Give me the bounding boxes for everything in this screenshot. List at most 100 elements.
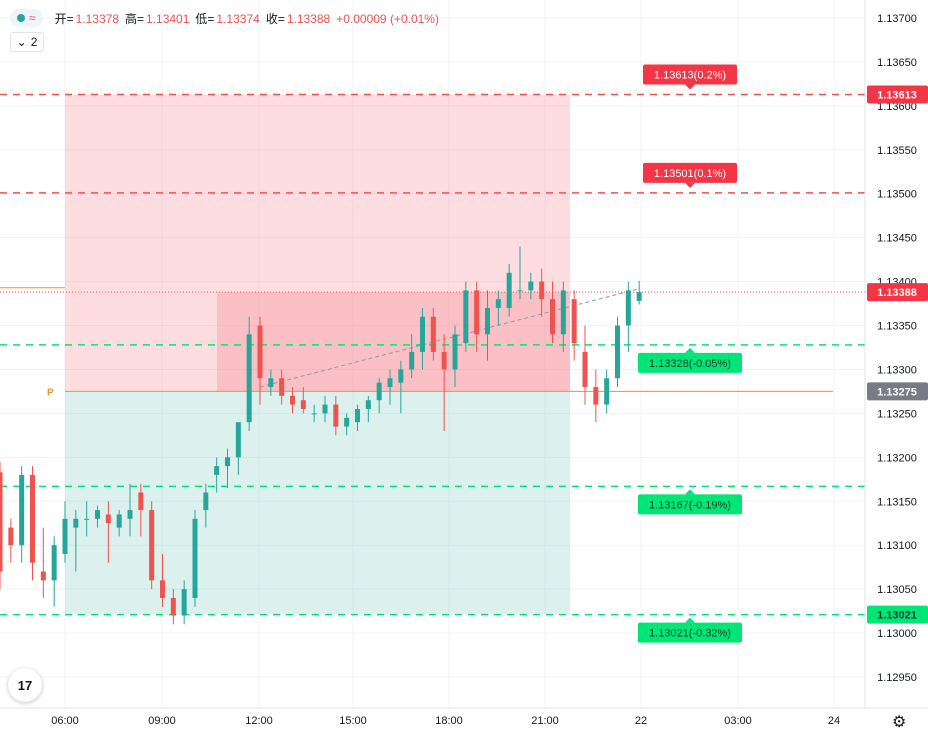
chevron-down-icon: ⌄ — [16, 35, 27, 49]
y-tick-label: 1.12950 — [877, 672, 917, 684]
time-axis-bg — [0, 708, 865, 734]
stop-axis-tag-text: 1.13613 — [877, 89, 917, 101]
y-tick-label: 1.13550 — [877, 145, 917, 157]
last-price-axis-tag-bg — [867, 283, 928, 302]
wave-icon: ≈ — [29, 11, 36, 25]
candle-body — [452, 334, 458, 370]
level-label-text: 1.13501(0.1%) — [654, 168, 726, 180]
candle-body — [376, 382, 382, 401]
candle-body — [235, 422, 241, 458]
candle-body — [214, 466, 220, 475]
candle-body — [582, 351, 588, 388]
candle-body — [355, 409, 360, 423]
last-price-axis-tag-text: 1.13388 — [877, 287, 917, 299]
ohlc-values: 开= 1.13378 高= 1.13401 低= 1.13374 收= 1.13388 +0.0… — [55, 10, 445, 27]
tradingview-logo[interactable]: 17 — [8, 668, 42, 702]
candle-body — [615, 325, 620, 379]
candle-body — [463, 290, 469, 344]
ohlc-value: 1.13388 — [286, 11, 331, 26]
price-axis: 1.13700 1.13650 1.13600 1.13550 1.13500 1.134… — [864, 0, 928, 734]
stop-zone — [65, 94, 570, 392]
candle-body — [387, 378, 393, 388]
gear-icon[interactable]: ⚙ — [892, 714, 907, 731]
candle-body — [365, 400, 371, 410]
last-price-axis-tag: 1.13388 — [867, 283, 928, 302]
y-tick-label: 1.13700 — [877, 13, 917, 25]
level-label-text: 1.13613(0.2%) — [654, 69, 726, 81]
level-label: 1.13501(0.1%) — [643, 162, 737, 188]
candle-body — [257, 325, 263, 379]
level-label-pointer — [685, 347, 695, 353]
candle-body — [322, 404, 328, 414]
candle-body — [495, 299, 501, 308]
candle-body — [528, 281, 534, 291]
candle-body — [593, 387, 599, 405]
candle-body — [625, 290, 631, 326]
candle-body — [398, 369, 404, 383]
grid — [0, 0, 865, 708]
candle-body — [181, 589, 187, 616]
target-axis-tag-bg — [867, 605, 928, 624]
status-dot — [17, 14, 25, 22]
candle-body — [105, 514, 111, 524]
level-label: 1.13021(-0.32%) — [638, 617, 742, 643]
candle-body — [430, 316, 436, 352]
level-label-bg — [638, 352, 742, 373]
candle-body — [84, 518, 90, 520]
candle-body — [0, 472, 3, 572]
collapse-indicators-button[interactable]: ⌄ 2 — [10, 32, 44, 52]
trend-line — [259, 288, 640, 388]
candle-body — [517, 290, 523, 292]
ohlc-label: 高= — [125, 11, 145, 26]
candle-body — [30, 474, 35, 563]
open-loss-zone — [217, 292, 570, 392]
candle-body — [441, 351, 447, 370]
candle-body — [40, 571, 46, 581]
symbol-badge[interactable]: ≈ — [10, 9, 43, 27]
candle-body — [290, 395, 295, 405]
ohlc-legend: ≈ 开= 1.13378 高= 1.13401 低= 1.13374 收= 1.13388 +0… — [10, 8, 445, 28]
level-label: 1.13328(-0.05%) — [638, 347, 742, 373]
candle-body — [474, 290, 480, 335]
level-label-pointer — [685, 84, 695, 90]
level-label: 1.13613(0.2%) — [643, 64, 737, 90]
candle-body — [19, 474, 25, 546]
candle-body — [127, 510, 133, 519]
candle-body — [311, 413, 317, 415]
entry-axis-tag-bg — [867, 382, 928, 401]
level-label: 1.13167(-0.19%) — [638, 489, 742, 515]
x-tick-label: 03:00 — [724, 715, 752, 727]
candle-body — [636, 292, 642, 301]
y-tick-label: 1.13450 — [877, 233, 917, 245]
level-label-bg — [638, 494, 742, 515]
candle-body — [203, 492, 209, 511]
level-label-pointer — [685, 617, 695, 623]
y-tick-label: 1.13300 — [877, 364, 917, 376]
candles — [0, 246, 642, 625]
x-tick-label: 24 — [828, 715, 840, 727]
candle-body — [506, 272, 512, 308]
level-label-text: 1.13021(-0.32%) — [649, 628, 731, 640]
stop-axis-tag: 1.13613 — [867, 85, 928, 104]
candle-body — [539, 281, 545, 300]
y-tick-label: 1.13600 — [877, 101, 917, 113]
ohlc-label: 收= — [265, 11, 285, 26]
candle-body — [138, 492, 144, 511]
candle-body — [560, 290, 566, 335]
y-tick-label: 1.13050 — [877, 584, 917, 596]
candle-body — [571, 299, 577, 344]
x-tick-label: 09:00 — [148, 715, 176, 727]
y-tick-label: 1.13000 — [877, 628, 917, 640]
y-tick-label: 1.13500 — [877, 189, 917, 201]
time-axis: 06:00 09:00 12:00 15:00 18:00 21:00 22 03:00 24 — [0, 707, 928, 734]
ohlc-value: +0.00009 (+0.01%) — [336, 11, 439, 26]
level-label-bg — [643, 162, 737, 183]
level-label-text: 1.13328(-0.05%) — [649, 358, 731, 370]
candle-body — [62, 518, 68, 554]
candle-body — [149, 510, 155, 581]
candle-body — [420, 316, 425, 352]
candle-body — [170, 597, 176, 616]
ohlc-value: 1.13374 — [216, 11, 260, 26]
